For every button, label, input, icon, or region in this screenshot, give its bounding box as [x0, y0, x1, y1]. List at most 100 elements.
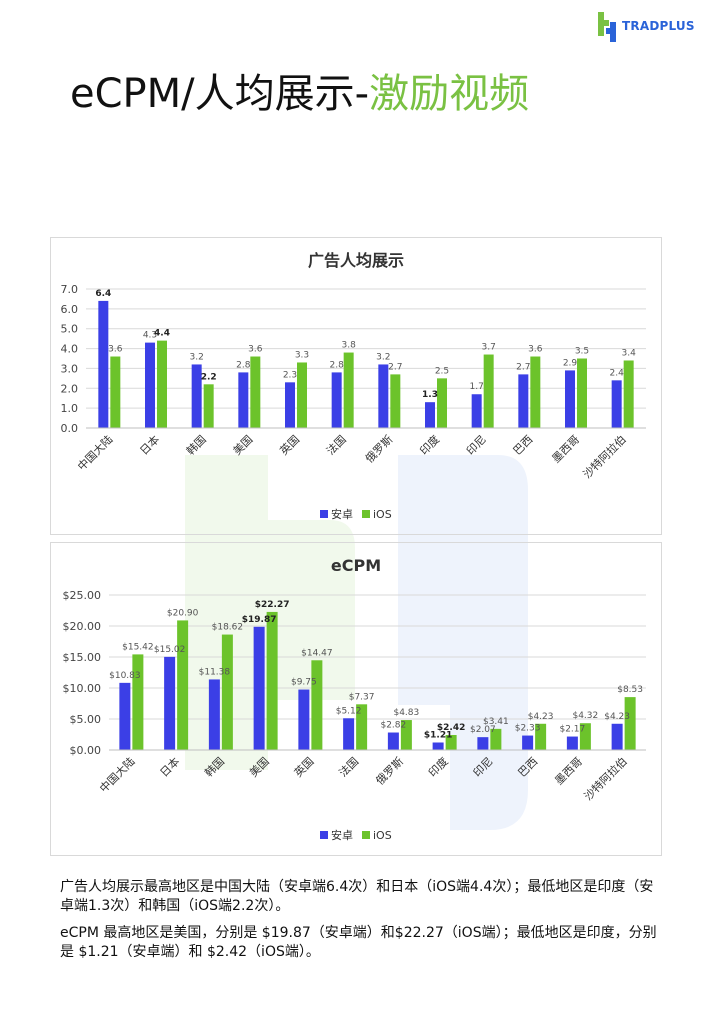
bar-ios [530, 356, 541, 428]
bar-ios [624, 697, 636, 750]
brand-name: TRADPLUS [622, 19, 695, 33]
data-label-ios: $2.42 [437, 723, 465, 733]
chart-ecpm-svg: eCPM $0.00 $5.00 $10.00 $15.00 $20.00 $25.00 $1… [63, 556, 646, 842]
legend-swatch-ios [362, 831, 370, 839]
data-label-ios: $4.32 [572, 711, 598, 721]
data-label-ios: 2.7 [388, 362, 402, 372]
x-tick-label: 墨西哥 [550, 433, 583, 466]
data-label-android: $15.02 [154, 645, 186, 655]
legend-label-android: 安卓 [331, 507, 353, 521]
data-label-ios: $4.83 [393, 708, 419, 718]
x-tick-label: 沙特阿拉伯 [581, 754, 630, 803]
data-label-android: 1.3 [422, 390, 438, 400]
data-label-android: $2.07 [470, 725, 496, 735]
x-tick-label: 印尼 [464, 433, 489, 458]
page-title: eCPM/人均展示-激励视频 [70, 64, 529, 124]
y-tick-label: 6.0 [61, 303, 79, 316]
x-tick-label: 中国大陆 [74, 432, 115, 473]
data-label-android: $2.17 [559, 725, 585, 735]
bar-ios [177, 620, 189, 750]
bar-ios [483, 354, 494, 428]
x-tick-label: 巴西 [511, 433, 536, 458]
y-tick-label: $15.00 [63, 651, 102, 664]
data-label-ios: 3.3 [295, 350, 309, 360]
bar-android [522, 735, 534, 750]
data-label-android: $4.23 [604, 712, 630, 722]
data-label-android: 6.4 [95, 289, 111, 299]
bar-ios [445, 734, 457, 750]
data-label-ios: $8.53 [617, 685, 643, 695]
x-tick-label: 俄罗斯 [363, 433, 396, 466]
x-tick-label: 英国 [291, 754, 316, 779]
data-label-ios: 3.4 [622, 348, 637, 358]
tradplus-logo-icon [598, 12, 616, 42]
legend-swatch-android [320, 831, 328, 839]
data-label-android: 4.3 [143, 331, 157, 341]
y-tick-label: 2.0 [61, 382, 79, 395]
x-tick-label: 巴西 [515, 755, 540, 780]
data-label-ios: 2.2 [201, 372, 217, 382]
x-tick-label: 法国 [336, 754, 361, 779]
chart-title: 广告人均展示 [308, 251, 404, 270]
bar-ios [577, 358, 587, 428]
y-tick-label: $20.00 [63, 620, 102, 633]
bar-ios [311, 660, 323, 750]
data-label-ios: $14.47 [301, 648, 333, 658]
bar-ios [623, 360, 634, 428]
x-tick-label: 墨西哥 [552, 755, 585, 788]
bar-android [238, 372, 249, 428]
bar-ios [132, 654, 144, 750]
legend-label-android: 安卓 [331, 828, 353, 842]
bar-android [566, 736, 578, 750]
data-label-ios: $22.27 [255, 600, 290, 610]
bar-android [191, 364, 202, 428]
bar-ios [221, 634, 233, 750]
x-tick-label: 日本 [137, 432, 162, 457]
x-tick-label: 美国 [231, 433, 256, 458]
bar-android [343, 718, 355, 750]
x-tick-label: 韩国 [183, 432, 208, 457]
bar-android [432, 742, 444, 750]
data-label-android: $11.38 [199, 667, 231, 677]
bar-ios [390, 374, 401, 428]
data-label-ios: 3.5 [575, 347, 589, 357]
bar-android [145, 342, 155, 428]
data-label-ios: $3.41 [483, 717, 509, 727]
data-label-ios: $7.37 [349, 692, 375, 702]
y-tick-label: 0.0 [61, 422, 79, 435]
bar-android [298, 689, 310, 750]
bar-ios [266, 611, 278, 750]
bar-android [98, 300, 109, 428]
bar-android [477, 737, 489, 750]
bar-android [164, 656, 176, 750]
data-label-ios: $20.90 [167, 608, 199, 618]
x-tick-label: 俄罗斯 [373, 755, 406, 788]
data-label-android: $10.83 [109, 671, 141, 681]
y-tick-label: 1.0 [61, 402, 79, 415]
data-label-android: $19.87 [242, 615, 277, 625]
x-tick-label: 法国 [323, 432, 348, 457]
bar-android [518, 374, 529, 428]
bar-ios [579, 723, 591, 750]
bar-android [425, 402, 435, 428]
bar-android [565, 370, 575, 428]
legend-label-ios: iOS [373, 829, 392, 842]
chart-title: eCPM [331, 556, 381, 575]
brand-logo: TRADPLUS [596, 8, 706, 44]
bar-ios [535, 723, 547, 750]
data-label-android: 2.7 [516, 362, 530, 372]
data-label-ios: 3.6 [528, 345, 543, 355]
x-tick-label: 中国大陆 [96, 754, 137, 795]
data-label-ios: 2.5 [435, 366, 449, 376]
x-tick-label: 沙特阿拉伯 [580, 432, 629, 481]
y-tick-label: $25.00 [63, 589, 102, 602]
data-label-android: 3.2 [190, 352, 204, 362]
page-title-main: eCPM/人均展示- [70, 71, 370, 117]
data-label-android: $1.21 [424, 730, 452, 740]
x-tick-label: 英国 [277, 432, 302, 457]
y-tick-label: $0.00 [70, 744, 102, 757]
bar-ios [297, 362, 307, 428]
y-tick-label: $5.00 [70, 713, 102, 726]
bar-ios [203, 384, 214, 428]
y-tick-label: 4.0 [61, 343, 79, 356]
